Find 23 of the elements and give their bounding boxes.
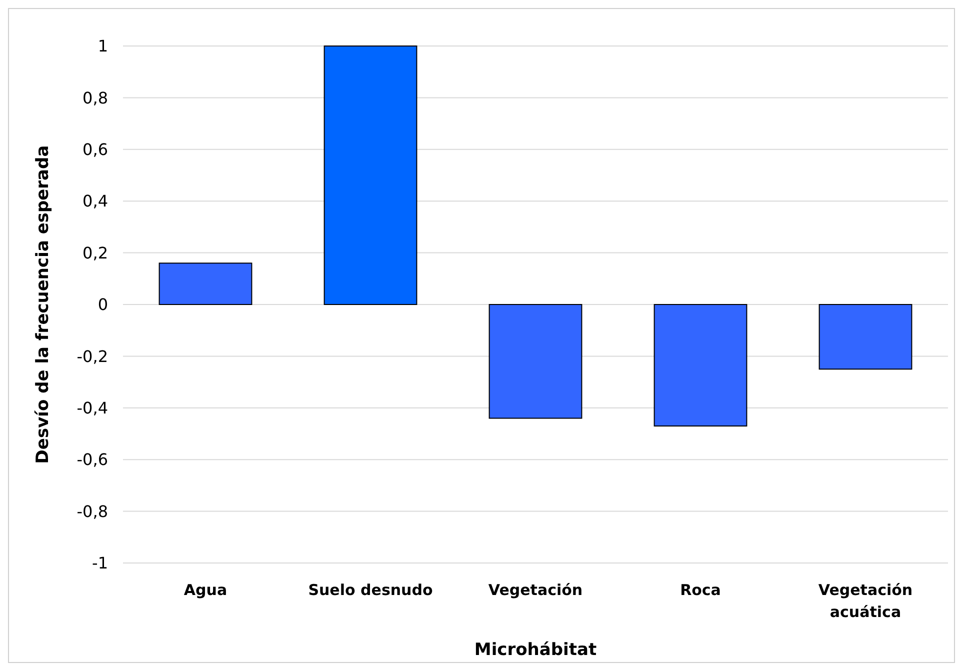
y-axis-title: Desvío de la frecuencia esperada <box>33 145 53 464</box>
y-tick-label: -0,2 <box>76 346 108 366</box>
x-tick-label: Suelo desnudo <box>308 581 433 599</box>
bar <box>158 262 252 305</box>
y-tick-label: 0,8 <box>82 88 108 108</box>
y-tick-label: -0,4 <box>76 398 108 418</box>
y-tick-label: -0,8 <box>76 502 108 521</box>
x-axis-title: Microhábitat <box>474 640 597 660</box>
x-tick-label: Agua <box>184 581 228 599</box>
bar <box>818 304 912 370</box>
y-tick-label: 0,6 <box>82 140 108 159</box>
bar <box>488 304 582 419</box>
y-tick-label: -0,6 <box>76 450 108 470</box>
y-tick-label: 0,2 <box>82 243 108 262</box>
y-tick-label: -1 <box>92 554 108 573</box>
y-tick-label: 0 <box>98 295 108 314</box>
y-tick-label: 0,4 <box>82 192 108 211</box>
bar <box>324 46 418 305</box>
x-tick-label: Vegetación <box>488 581 583 599</box>
bar <box>654 304 748 426</box>
x-tick-label: Vegetación acuática <box>818 581 913 621</box>
y-tick-label: 1 <box>98 36 108 56</box>
x-tick-label: Roca <box>680 581 721 599</box>
